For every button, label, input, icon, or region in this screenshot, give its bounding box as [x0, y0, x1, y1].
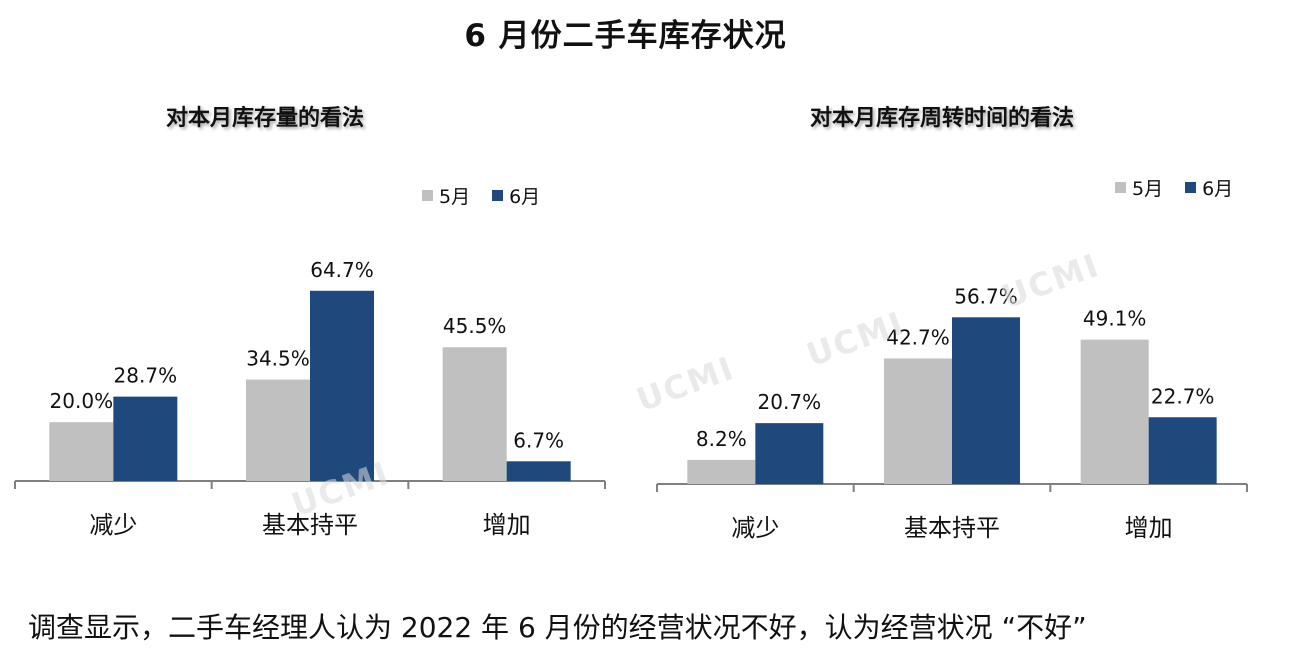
data-label: 8.2%	[696, 427, 747, 451]
bar-june	[506, 461, 571, 481]
legend-item-june: 6月	[1185, 174, 1233, 201]
chart-title: 对本月库存周转时间的看法	[809, 106, 1074, 131]
legend-swatch-may	[422, 190, 433, 201]
page-title: 6 月份二手车库存状况	[464, 18, 787, 54]
data-label: 20.7%	[758, 390, 822, 414]
chart-inventory-volume: 对本月库存量的看法 5月 6月 20.0% 28.7% 减少 34.5% 64.7% 基本…	[0, 100, 640, 560]
legend-swatch-june	[1185, 182, 1197, 193]
data-label: 49.1%	[1083, 307, 1147, 331]
data-label: 34.5%	[246, 347, 310, 371]
bar-may	[884, 358, 952, 484]
x-tick-label: 减少	[89, 511, 137, 539]
footer-text: 调查显示，二手车经理人认为 2022 年 6 月份的经营状况不好，认为经营状况 …	[28, 611, 1087, 644]
data-label: 28.7%	[114, 364, 178, 388]
legend-swatch-june	[492, 190, 504, 201]
bar-june	[310, 290, 374, 481]
legend-label: 5月	[439, 186, 471, 208]
bar-may	[1080, 339, 1149, 484]
bar-june	[113, 396, 178, 481]
bar-june	[1148, 417, 1217, 484]
legend-item-may: 5月	[1115, 174, 1163, 201]
legend-label: 6月	[1202, 178, 1234, 200]
data-label: 64.7%	[310, 258, 374, 282]
bar-may	[442, 347, 507, 481]
x-tick-label: 减少	[731, 514, 779, 542]
chart-title: 对本月库存量的看法	[165, 106, 364, 131]
data-label: 42.7%	[886, 325, 950, 349]
legend: 5月 6月	[422, 182, 562, 209]
x-tick-label: 基本持平	[904, 514, 1000, 542]
data-label: 20.0%	[50, 389, 114, 413]
bar-june	[952, 317, 1020, 484]
bar-may	[687, 459, 756, 484]
legend: 5月 6月	[1115, 174, 1255, 201]
data-label: 22.7%	[1151, 384, 1215, 408]
bar-june	[755, 423, 824, 484]
legend-label: 6月	[509, 186, 541, 208]
legend-item-may: 5月	[422, 182, 470, 209]
legend-item-june: 6月	[492, 182, 540, 209]
x-tick-label: 基本持平	[262, 511, 358, 539]
data-label: 45.5%	[443, 314, 507, 338]
x-tick-label: 增加	[1125, 514, 1173, 542]
bar-may	[246, 379, 310, 481]
chart-inventory-turnover: 对本月库存周转时间的看法 5月 6月 8.2% 20.7% 减少 42.7% 56.7%…	[640, 100, 1270, 560]
legend-swatch-may	[1115, 182, 1126, 193]
bar-plot: 8.2% 20.7% 减少 42.7%56.7% 基本持平 49.1% 22.7% 增加	[656, 284, 1248, 542]
x-tick-label: 增加	[483, 511, 531, 539]
data-label: 56.7%	[954, 284, 1018, 308]
legend-label: 5月	[1132, 178, 1164, 200]
data-label: 6.7%	[513, 428, 564, 452]
bar-plot: 20.0%28.7% 减少 34.5% 64.7% 基本持平 45.5% 6.7% 增加	[14, 258, 606, 539]
bar-may	[49, 422, 114, 481]
